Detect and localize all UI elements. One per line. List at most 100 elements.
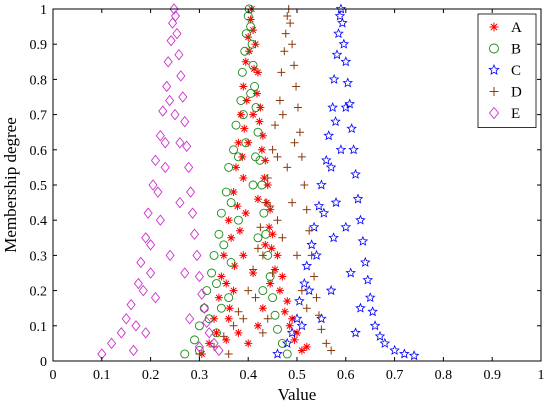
data-point-A: [239, 251, 248, 260]
legend-marker-A: [489, 22, 499, 32]
data-point-B: [241, 29, 251, 39]
data-point-D: [268, 269, 277, 277]
data-point-A: [225, 304, 234, 313]
data-point-A: [267, 244, 276, 253]
y-axis-title: Membership degree: [1, 117, 20, 252]
data-point-A: [239, 173, 248, 182]
data-point-C: [338, 38, 350, 49]
data-point-D: [283, 12, 292, 21]
data-point-C: [308, 221, 320, 232]
data-point-B: [248, 60, 258, 70]
data-point-C: [331, 49, 343, 60]
data-point-D: [251, 293, 260, 302]
data-point-B: [221, 187, 231, 197]
x-tick-label: 0.7: [386, 368, 404, 383]
data-point-D: [234, 307, 243, 316]
data-point-D: [280, 47, 289, 56]
x-tick-label: 0.9: [483, 368, 501, 383]
x-tick-label: 0.3: [191, 368, 209, 383]
data-point-B: [259, 208, 269, 218]
data-point-E: [153, 186, 163, 198]
data-point-E: [204, 327, 214, 339]
data-point-C: [333, 28, 344, 39]
data-point-C: [342, 77, 354, 88]
legend-label: B: [511, 42, 521, 58]
legend-marker-D: [489, 87, 499, 96]
data-point-A: [241, 209, 250, 218]
data-point-D: [258, 251, 267, 260]
data-point-E: [155, 129, 165, 142]
data-point-B: [258, 286, 268, 296]
data-point-A: [266, 279, 275, 288]
x-tick-label: 0.8: [435, 368, 453, 383]
data-point-D: [293, 251, 301, 260]
data-point-D: [297, 152, 306, 161]
data-point-A: [271, 265, 280, 274]
data-point-C: [337, 17, 348, 28]
data-point-E: [170, 108, 180, 121]
data-point-A: [242, 96, 251, 105]
y-tick-label: 0.4: [30, 214, 48, 229]
data-point-C: [364, 292, 376, 303]
data-point-C: [335, 3, 347, 14]
data-point-B: [257, 180, 267, 190]
data-point-A: [258, 131, 267, 140]
data-point-C: [325, 285, 337, 296]
data-point-C: [340, 102, 352, 113]
data-point-D: [317, 325, 326, 334]
legend-item-E: E: [488, 106, 520, 122]
data-point-B: [251, 103, 261, 113]
data-point-E: [202, 316, 212, 329]
data-point-B: [180, 349, 190, 359]
data-point-B: [247, 39, 257, 49]
data-point-B: [240, 46, 250, 56]
data-point-B: [212, 279, 221, 289]
data-point-A: [227, 233, 236, 242]
x-tick-label: 1: [538, 368, 545, 383]
data-point-A: [230, 261, 239, 270]
data-point-A: [293, 328, 301, 337]
data-point-A: [283, 297, 292, 306]
data-point-C: [330, 197, 342, 208]
data-point-A: [253, 321, 262, 330]
data-point-C: [399, 348, 410, 359]
data-point-D: [278, 110, 287, 119]
data-point-D: [322, 339, 331, 348]
data-point-E: [194, 270, 204, 283]
data-point-A: [278, 272, 287, 281]
data-point-E: [199, 302, 209, 314]
legend-item-D: D: [489, 85, 522, 101]
data-point-E: [160, 137, 170, 149]
data-point-E: [185, 313, 195, 325]
data-point-C: [321, 154, 332, 165]
data-point-E: [158, 105, 168, 117]
data-point-A: [302, 342, 311, 351]
data-point-C: [357, 235, 369, 246]
data-point-A: [253, 68, 262, 77]
data-point-E: [162, 80, 172, 93]
legend-marker-B: [489, 43, 499, 54]
data-point-E: [106, 337, 117, 350]
x-axis-ticks: 0 0.1 0.2 0.3 0.4 0.5 0.6 0.7 0.8 0.9 1: [50, 9, 545, 383]
legend-marker-C: [488, 63, 500, 75]
data-point-A: [255, 117, 264, 126]
data-point-C: [286, 327, 298, 338]
data-point-A: [252, 89, 261, 98]
data-point-E: [175, 137, 185, 149]
data-point-A: [273, 251, 282, 260]
y-axis-ticks: 0 0.1 0.2 0.3 0.4 0.5 0.6 0.7 0.8 0.9 1: [30, 3, 541, 370]
data-point-D: [310, 272, 319, 281]
data-point-E: [186, 186, 196, 198]
data-point-E: [174, 49, 184, 61]
data-point-E: [141, 327, 151, 339]
data-point-E: [197, 288, 207, 300]
data-point-A: [210, 314, 219, 323]
data-point-A: [261, 240, 270, 249]
data-point-E: [133, 277, 143, 290]
data-point-B: [224, 162, 234, 172]
data-point-A: [244, 138, 253, 147]
legend-box: [477, 13, 537, 128]
data-point-C: [352, 193, 364, 204]
data-point-A: [234, 138, 243, 147]
y-tick-label: 0.8: [30, 73, 48, 88]
